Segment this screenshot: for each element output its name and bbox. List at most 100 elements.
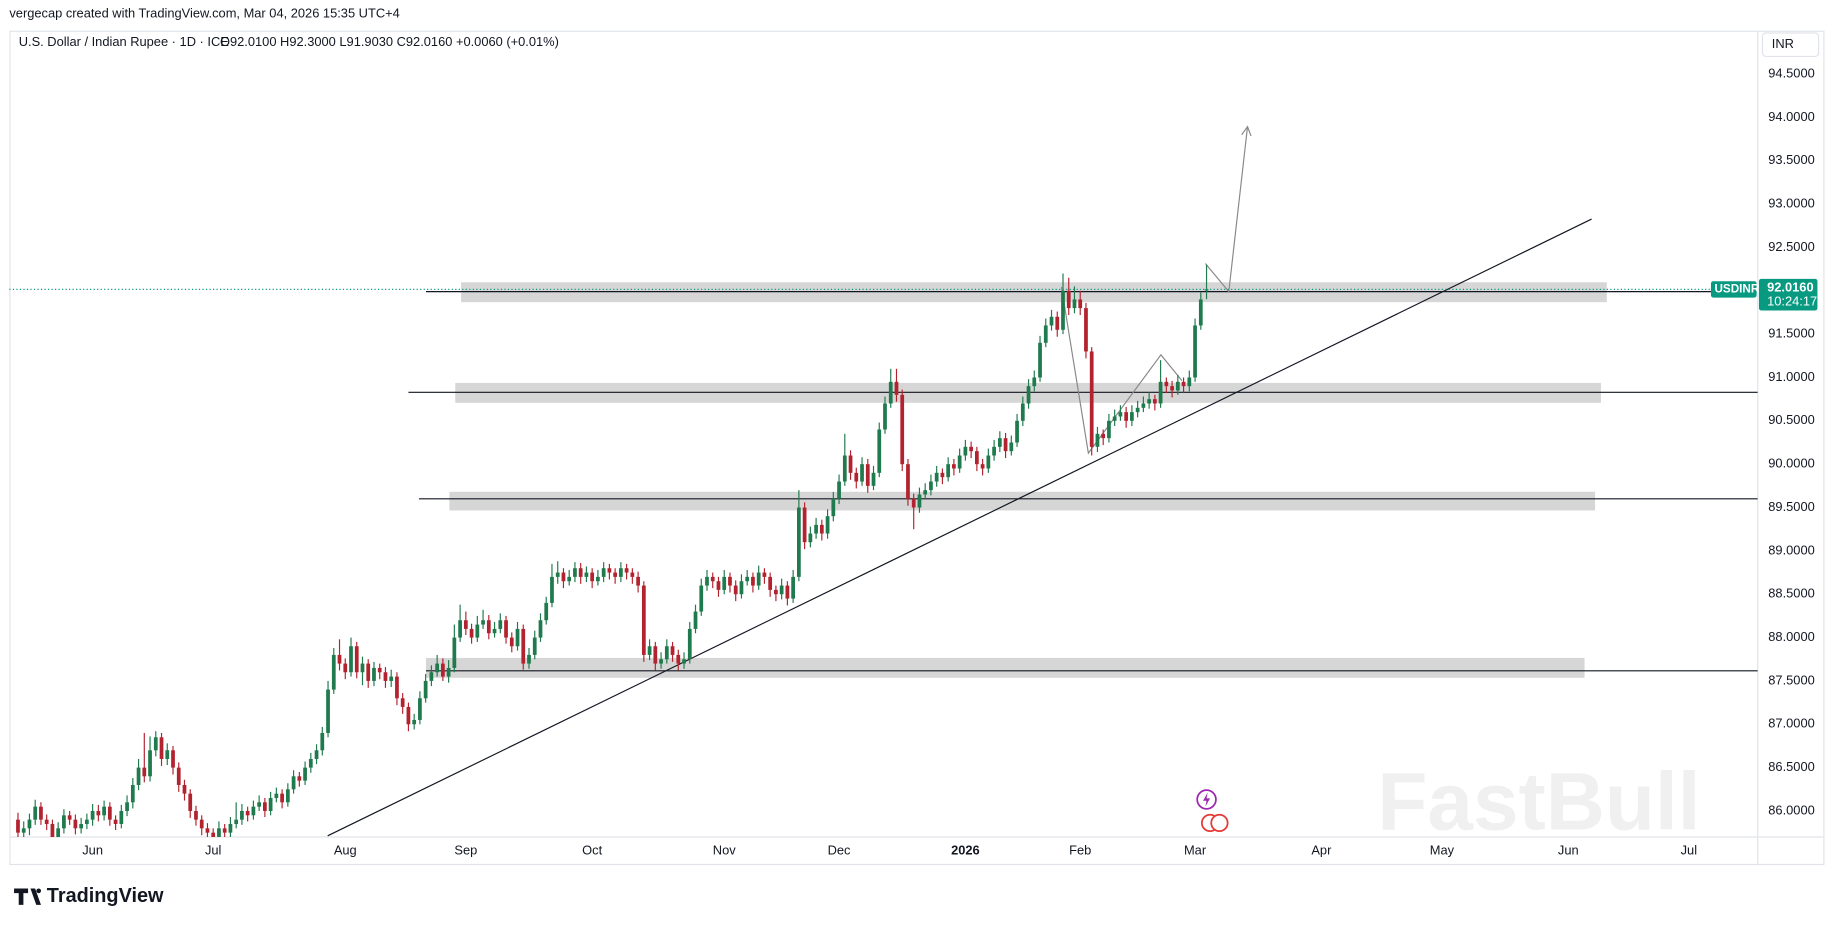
candle-body (234, 819, 239, 824)
candle-body (728, 576, 732, 586)
y-tick-label: 86.0000 (1768, 802, 1814, 817)
y-tick-label: 89.5000 (1768, 499, 1814, 514)
candle-body (331, 654, 336, 690)
last-price-label: 92.0160 (1767, 280, 1813, 295)
candle-body (337, 654, 342, 664)
candle-body (113, 819, 118, 824)
candle-body (630, 572, 635, 577)
candle-body (796, 507, 801, 577)
candle-body (136, 767, 141, 785)
candle-body (923, 490, 928, 495)
candle-body (825, 516, 830, 534)
candle-body (303, 767, 307, 781)
candle-body (228, 823, 233, 833)
candle-body (693, 611, 698, 629)
candle-body (297, 776, 302, 781)
event-icon[interactable] (1210, 813, 1229, 833)
candle-body (159, 737, 164, 759)
candle-body (791, 576, 795, 599)
candle-body (222, 828, 227, 833)
candle-body (653, 646, 658, 664)
ticker-tag (1710, 281, 1757, 298)
candle-body (27, 819, 32, 829)
candle-body (785, 585, 790, 599)
candle-body (1198, 299, 1203, 326)
y-tick-label: 93.0000 (1768, 195, 1814, 210)
candle-body (1193, 325, 1197, 378)
x-tick-label: Aug (334, 842, 357, 857)
x-tick-label: Jun (82, 842, 103, 857)
candle-body (504, 620, 508, 638)
candle-body (751, 576, 755, 586)
candle-body (107, 806, 112, 820)
x-tick-label: Jul (1681, 842, 1697, 857)
candle-body (463, 620, 468, 629)
currency-button[interactable] (1761, 32, 1820, 57)
candle-body (1003, 438, 1008, 452)
x-tick-label: Jul (205, 842, 221, 857)
candle-body (263, 802, 267, 811)
ohlc-legend: O92.0100 H92.3000 L91.9030 C92.0160 +0.0… (220, 34, 559, 49)
candle-body (567, 576, 572, 582)
y-tick-label: 88.5000 (1768, 586, 1814, 601)
candle-body (280, 793, 284, 803)
x-tick-label: Nov (713, 842, 736, 857)
candle-body (762, 572, 767, 577)
candle-body (1130, 412, 1134, 421)
candle-body (837, 481, 841, 499)
candle-body (1015, 420, 1019, 443)
y-tick-label: 89.0000 (1768, 542, 1814, 557)
candle-body (544, 602, 549, 621)
candle-body (1078, 299, 1083, 309)
candle-body (624, 568, 629, 573)
candle-body (860, 464, 864, 482)
watermark: FastBull (1377, 756, 1700, 847)
brand: TradingView (47, 885, 164, 907)
candle-body (745, 576, 750, 582)
candle-body (33, 806, 38, 820)
currency[interactable]: INR (1772, 36, 1794, 51)
candle-body (1187, 377, 1192, 387)
candle-body (894, 381, 899, 395)
candle-body (596, 576, 600, 582)
candle-body (268, 797, 273, 811)
candle-body (441, 663, 445, 677)
candle-body (561, 572, 566, 582)
ticker-label: USDINR (1714, 282, 1759, 295)
candle-body (1118, 412, 1123, 417)
candle-body (67, 815, 72, 820)
candle-body (79, 823, 84, 829)
candle-body (739, 581, 744, 595)
candle-body (584, 572, 589, 577)
candle-body (217, 828, 221, 837)
candle-body (573, 568, 577, 577)
candle-body (39, 806, 43, 820)
candle-body (1170, 386, 1174, 391)
candle-body (119, 810, 124, 824)
candle-body (349, 646, 353, 673)
candle-body (395, 676, 399, 699)
candle-body (710, 576, 715, 582)
candle-body (814, 524, 818, 534)
candle-body (291, 776, 296, 790)
candle-body (343, 663, 348, 673)
candle-body (429, 672, 434, 681)
candle-body (96, 810, 101, 816)
candle-body (240, 810, 244, 820)
candle-body (486, 620, 491, 634)
candle-body (1158, 381, 1163, 404)
candle-body (682, 659, 686, 664)
candle-body (125, 802, 129, 811)
candle-body (1066, 290, 1071, 309)
candle-body (1181, 381, 1186, 387)
event-icon-bolt (1203, 792, 1211, 807)
x-tick-label: Oct (582, 842, 602, 857)
candle-body (44, 819, 49, 824)
candle-body (1084, 308, 1088, 352)
candle-body (245, 810, 250, 816)
x-tick-label: May (1430, 842, 1455, 857)
candle-body (492, 628, 497, 634)
candle-body (842, 455, 847, 482)
